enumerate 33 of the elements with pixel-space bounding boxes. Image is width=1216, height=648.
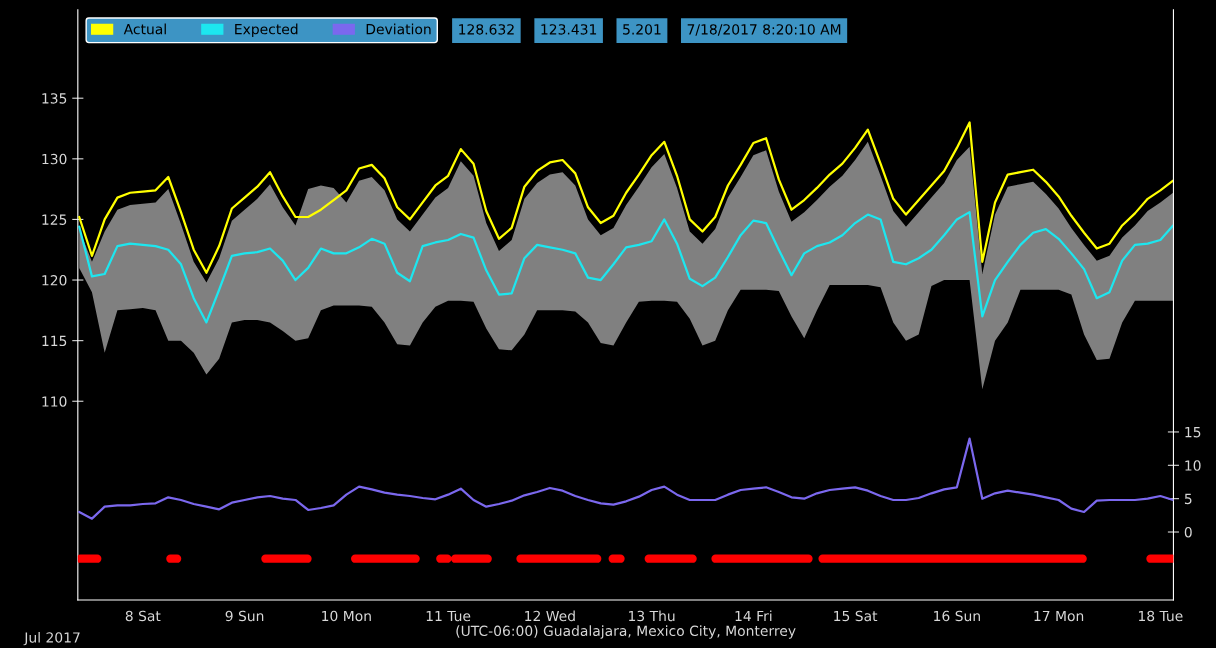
legend-label: Expected: [235, 23, 298, 38]
line-series: [78, 211, 1174, 324]
text: Jul 2017: [23, 631, 80, 646]
annotation: 128.632: [459, 24, 514, 35]
line-series: [78, 437, 1174, 520]
y-tick-label: 120: [42, 275, 67, 286]
x-tick-label: 8 Sat: [125, 610, 161, 622]
y2-tick-label: 0: [1184, 526, 1192, 538]
annotation: 7/18/2017 8:20:10 AM: [687, 24, 841, 36]
y2-tick-label: 15: [1185, 427, 1201, 438]
y-tick-label: 115: [42, 335, 67, 347]
legend-label: Actual: [123, 23, 166, 35]
y-tick-label: 125: [42, 214, 67, 225]
x-tick-label: 11 Tue: [426, 610, 471, 622]
x-tick-label: 13 Thu: [629, 610, 675, 622]
x-tick-label: 15 Sat: [834, 610, 878, 622]
annotation: 123.431: [541, 24, 597, 35]
x-tick-label: 17 Mon: [1034, 610, 1084, 622]
y2-tick-label: 5: [1184, 493, 1192, 505]
y-tick-label: 130: [42, 153, 67, 165]
annotation: 5.201: [623, 24, 661, 35]
line-series: [78, 121, 1174, 274]
y-tick-label: 135: [42, 93, 67, 104]
legend-label: Deviation: [366, 23, 431, 35]
y-tick-label: 110: [42, 396, 67, 407]
x-tick-label: 10 Mon: [322, 610, 371, 622]
y2-tick-label: 10: [1185, 460, 1201, 471]
x-tick-label: 9 Sun: [225, 610, 264, 622]
x-tick-label: 16 Sun: [934, 610, 980, 622]
x-axis-title: (UTC-06:00) Guadalajara, Mexico City, Monterrey: [456, 625, 796, 639]
x-tick-label: 12 Wed: [525, 610, 575, 622]
x-tick-label: 18 Tue: [1138, 610, 1183, 622]
x-tick-label: 14 Fri: [735, 610, 772, 622]
